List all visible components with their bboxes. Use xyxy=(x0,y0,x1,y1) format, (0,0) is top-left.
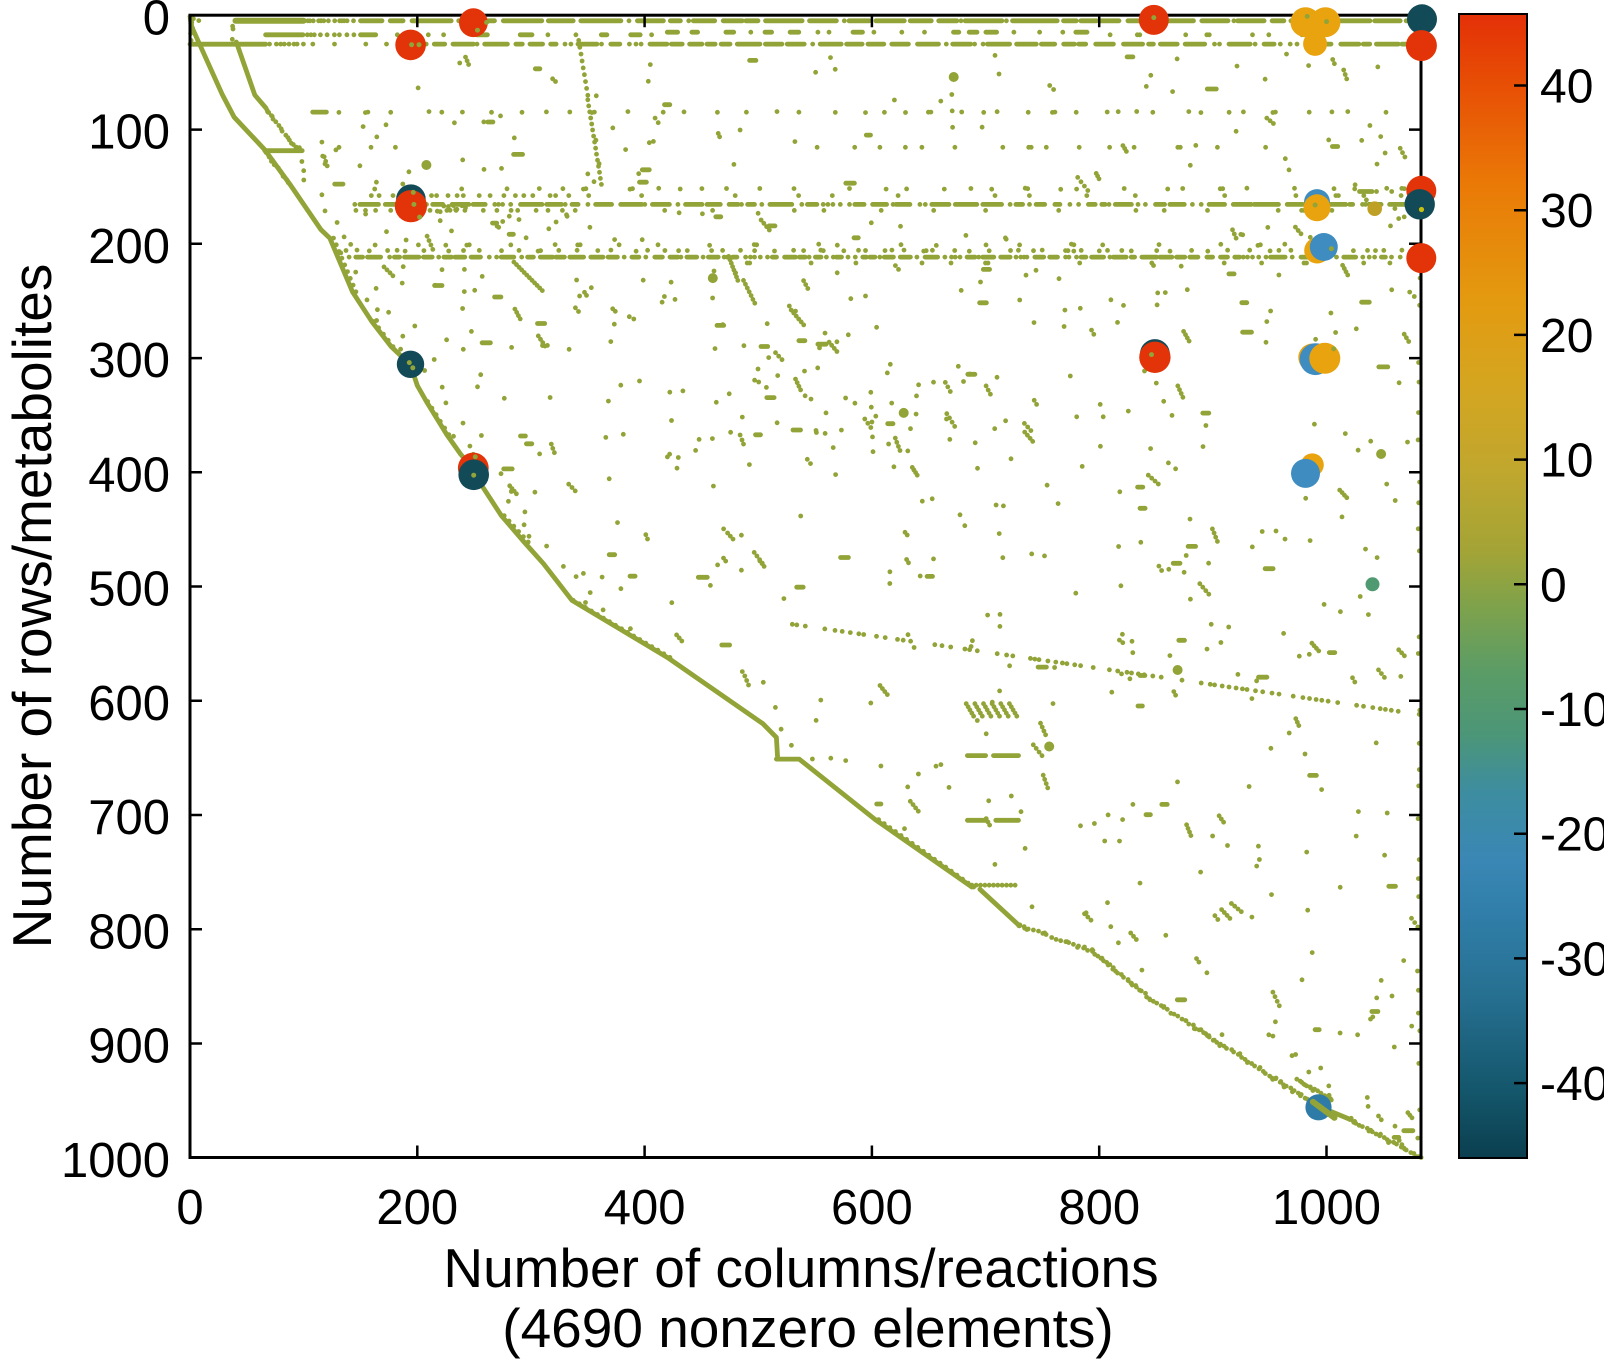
svg-text:400: 400 xyxy=(88,448,170,502)
svg-text:30: 30 xyxy=(1540,185,1593,238)
svg-text:0: 0 xyxy=(176,1181,203,1235)
svg-text:Number of columns/reactions: Number of columns/reactions xyxy=(443,1237,1158,1299)
svg-text:0: 0 xyxy=(143,0,170,45)
svg-text:0: 0 xyxy=(1540,559,1567,612)
svg-text:700: 700 xyxy=(88,791,170,845)
svg-text:Number of rows/metabolites: Number of rows/metabolites xyxy=(1,264,63,949)
svg-text:800: 800 xyxy=(88,905,170,959)
svg-text:600: 600 xyxy=(831,1181,913,1235)
svg-text:1000: 1000 xyxy=(1272,1181,1381,1235)
svg-text:200: 200 xyxy=(376,1181,458,1235)
svg-text:600: 600 xyxy=(88,677,170,731)
svg-text:1000: 1000 xyxy=(61,1134,170,1188)
svg-text:400: 400 xyxy=(604,1181,686,1235)
svg-text:20: 20 xyxy=(1540,310,1593,363)
svg-text:-10: -10 xyxy=(1540,684,1604,737)
svg-text:-40: -40 xyxy=(1540,1058,1604,1111)
svg-text:(4690 nonzero elements): (4690 nonzero elements) xyxy=(502,1297,1113,1359)
svg-text:200: 200 xyxy=(88,220,170,274)
svg-text:40: 40 xyxy=(1540,61,1593,114)
svg-text:300: 300 xyxy=(88,334,170,388)
svg-text:500: 500 xyxy=(88,563,170,617)
svg-text:100: 100 xyxy=(88,106,170,160)
svg-text:-20: -20 xyxy=(1540,809,1604,862)
svg-text:800: 800 xyxy=(1058,1181,1140,1235)
svg-text:10: 10 xyxy=(1540,435,1593,488)
svg-text:900: 900 xyxy=(88,1020,170,1074)
svg-text:-30: -30 xyxy=(1540,933,1604,986)
